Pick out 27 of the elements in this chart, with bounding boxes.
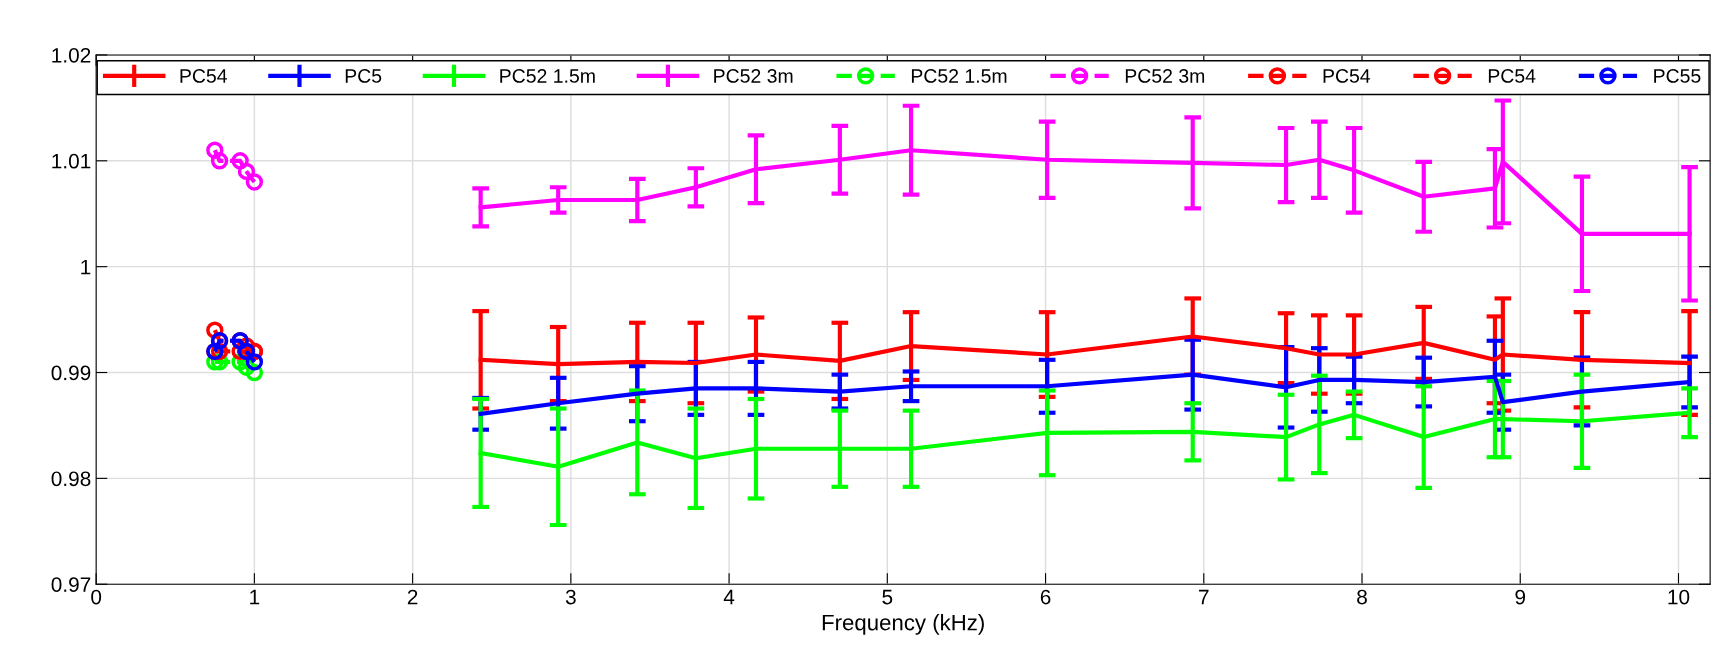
legend-label: PC55	[1654, 69, 1701, 83]
legend-label: PC54	[1323, 69, 1371, 83]
x-tick-label: 1	[250, 589, 260, 605]
x-tick-label: 10	[1668, 589, 1690, 605]
y-tick-label: 0.98	[51, 471, 91, 487]
legend-label: PC52 3m	[1125, 69, 1205, 83]
legend-label: PC54	[1488, 69, 1536, 83]
x-tick-label: 6	[1040, 589, 1051, 605]
y-tick-label: 0.99	[51, 365, 91, 381]
y-tick-label: 0.97	[51, 577, 91, 592]
x-axis-title: Frequency (kHz)	[822, 614, 984, 635]
legend-label: PC52 1.5m	[500, 69, 595, 83]
x-tick-label: 2	[407, 589, 418, 605]
legend-label: PC52 1.5m	[911, 69, 1007, 83]
legend-label: PC54	[180, 69, 227, 83]
x-tick-label: 8	[1357, 589, 1367, 605]
x-tick-label: 4	[723, 589, 735, 605]
x-tick-label: 7	[1199, 589, 1209, 605]
x-tick-label: 3	[565, 589, 576, 605]
x-tick-label: 5	[882, 589, 893, 605]
x-tick-label: 9	[1515, 589, 1526, 605]
y-tick-label: 1.01	[52, 153, 91, 169]
x-tick-label: 0	[91, 589, 102, 605]
legend-label: PC5	[345, 69, 382, 83]
y-tick-label: 1.02	[52, 47, 91, 63]
legend-label: PC52 3m	[714, 69, 793, 83]
y-tick-label: 1	[81, 259, 91, 275]
